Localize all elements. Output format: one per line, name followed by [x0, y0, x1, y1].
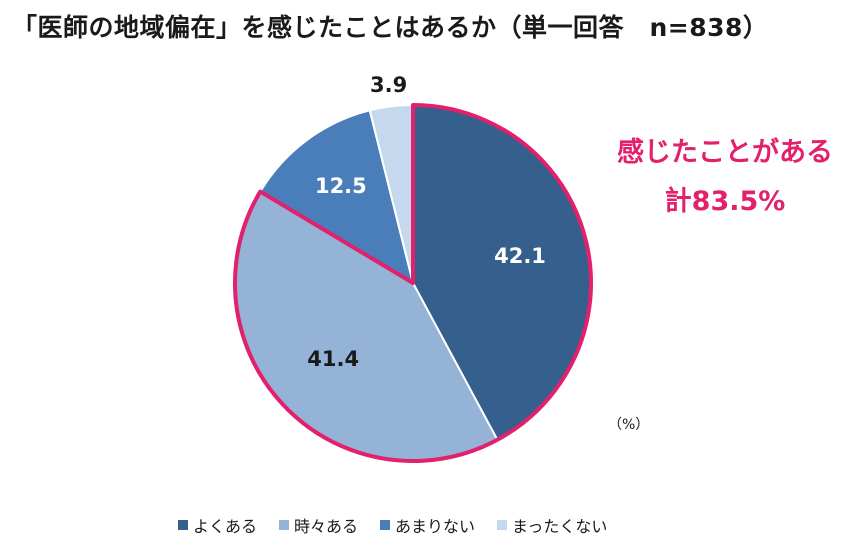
legend-swatch-never — [497, 520, 508, 530]
callout-line-2: 計83.5% — [664, 186, 786, 217]
legend-label-rarely: あまりない — [395, 517, 476, 536]
legend-swatch-sometimes — [279, 520, 290, 530]
legend-item-never: まったくない — [497, 513, 607, 537]
callout-line-1: 感じたことがある — [617, 137, 833, 168]
slice-label-often: 42.1 — [494, 244, 546, 268]
unit-label: （%） — [608, 417, 650, 433]
highlight-outline — [233, 103, 593, 463]
legend-swatch-often — [178, 520, 188, 530]
legend-item-rarely: あまりない — [380, 513, 475, 537]
legend-swatch-rarely — [380, 520, 391, 530]
slice-label-never: 3.9 — [370, 73, 407, 97]
slice-label-rarely: 12.5 — [315, 174, 367, 198]
legend-item-often: よくある — [178, 513, 257, 537]
slice-label-sometimes: 41.4 — [307, 347, 359, 371]
legend-item-sometimes: 時々ある — [279, 513, 358, 537]
legend-label-never: まったくない — [512, 517, 608, 536]
pie-slice-rarely — [258, 109, 415, 286]
legend: よくある 時々ある あまりない まったくない — [178, 513, 607, 537]
legend-label-sometimes: 時々ある — [294, 517, 359, 536]
highlight-callout: 感じたことがある 計83.5% — [585, 130, 865, 218]
chart-title: 「医師の地域偏在」を感じたことはあるか（単一回答 n=838） — [12, 13, 769, 42]
legend-label-often: よくある — [193, 517, 258, 536]
